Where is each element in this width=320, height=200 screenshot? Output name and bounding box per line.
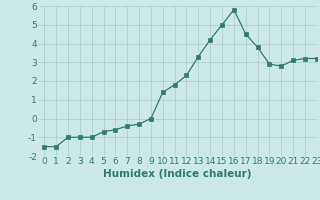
X-axis label: Humidex (Indice chaleur): Humidex (Indice chaleur) — [103, 169, 252, 179]
